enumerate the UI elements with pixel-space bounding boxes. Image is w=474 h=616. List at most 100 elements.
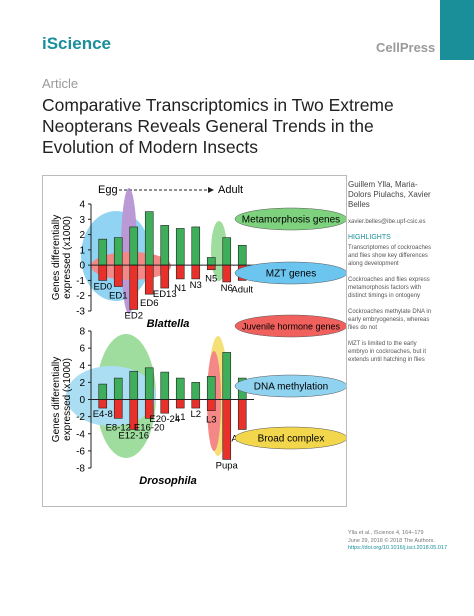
graphical-abstract: Egg Adult 4 3 2 1 0 -1 -2 -3 Genes differentiall…	[42, 175, 348, 507]
bar	[237, 399, 247, 430]
citation-block: Ylla et al., iScience 4, 164–179 June 29…	[348, 530, 448, 553]
bar	[160, 225, 170, 266]
y-tick-label: -4	[76, 429, 85, 440]
category-label: N1	[174, 283, 186, 294]
title: Comparative Transcriptomics in Two Extre…	[42, 95, 394, 157]
email: xavier.belles@ibe.upf-csic.es	[348, 219, 426, 225]
timeline-start: Egg	[98, 184, 118, 196]
doi[interactable]: https://doi.org/10.1016/j.isci.2018.05.0…	[348, 545, 448, 551]
category-label: Pupa	[216, 460, 239, 471]
category-label: Adult	[231, 284, 253, 295]
y-axis-label: Genes differentially	[51, 357, 62, 442]
y-tick-label: 3	[79, 215, 85, 226]
panel-name: Drosophila	[139, 475, 196, 487]
category-label: ED6	[140, 298, 158, 309]
bar	[237, 244, 247, 266]
bar	[98, 238, 108, 266]
bar	[222, 352, 232, 400]
category-label: E12-16	[118, 430, 149, 441]
category-label: L1	[175, 412, 186, 423]
y-tick-label: -2	[76, 291, 85, 302]
category-label: E16-20	[134, 422, 165, 433]
y-axis-label: expressed (x1000)	[62, 216, 73, 299]
timeline-end: Adult	[218, 184, 243, 196]
annotation-label: DNA methylation	[254, 382, 328, 393]
bar	[222, 399, 232, 460]
highlight: Cockroaches methylate DNA in early embry…	[348, 309, 432, 331]
bar	[206, 376, 216, 400]
category-label: N5	[205, 274, 217, 285]
annotation-label: MZT genes	[266, 269, 316, 280]
bar	[113, 377, 123, 400]
category-label: L3	[206, 415, 217, 426]
y-tick-label: 4	[79, 361, 85, 372]
category-label: E20-24	[149, 414, 180, 425]
category-label: E8-12	[106, 422, 131, 433]
bar	[129, 226, 139, 266]
bar	[144, 367, 154, 400]
bar	[175, 399, 185, 409]
category-label: N6	[221, 283, 233, 294]
bar	[98, 264, 108, 281]
y-tick-label: 4	[79, 200, 85, 211]
y-tick-label: 2	[79, 378, 85, 389]
category-label: E4-8	[93, 409, 113, 420]
accent-stripe	[440, 0, 474, 60]
bar	[129, 264, 139, 310]
bar	[191, 264, 201, 280]
bar	[191, 399, 201, 409]
article-type: Article	[42, 76, 79, 91]
y-tick-label: 1	[79, 245, 85, 256]
y-tick-label: -3	[76, 307, 85, 318]
journal-name: iScience	[42, 34, 111, 53]
highlight: MZT is limited to the early embryo in co…	[348, 341, 427, 363]
bar	[191, 382, 201, 400]
authors: Guillem Ylla, Maria-Dolors Piulachs, Xav…	[348, 180, 431, 209]
bar	[160, 371, 170, 400]
category-label: ED1	[109, 291, 127, 302]
category-label: ED0	[94, 281, 112, 292]
y-tick-label: -1	[76, 276, 85, 287]
sidebar: Guillem Ylla, Maria-Dolors Piulachs, Xav…	[348, 180, 436, 372]
bar	[144, 211, 154, 266]
citation: Ylla et al., iScience 4, 164–179 June 29…	[348, 530, 435, 544]
bar	[160, 264, 170, 289]
highlight: Cockroaches and flies express metamorpho…	[348, 277, 430, 299]
y-tick-label: -6	[76, 446, 85, 457]
y-tick-label: -8	[76, 464, 85, 475]
category-label: L2	[190, 409, 201, 420]
annotation-label: Broad complex	[258, 434, 325, 445]
bar	[191, 226, 201, 266]
annotation-label: Juvenile hormone genes	[242, 322, 341, 332]
bar	[113, 399, 123, 419]
bar	[222, 237, 232, 266]
highlights: Transcriptomes of cockroaches and flies …	[348, 244, 436, 364]
y-tick-label: 6	[79, 344, 85, 355]
category-label: ED2	[125, 310, 143, 321]
publisher: CellPress	[376, 40, 436, 55]
bar	[113, 264, 123, 287]
y-axis-label: Genes differentially	[51, 215, 62, 300]
bar	[113, 237, 123, 266]
bar	[175, 377, 185, 400]
bar	[98, 399, 108, 409]
y-tick-label: 8	[79, 327, 85, 338]
highlights-heading: HIGHLIGHTS	[348, 234, 391, 241]
highlight: Transcriptomes of cockroaches and flies …	[348, 245, 432, 267]
bar	[175, 228, 185, 266]
bar	[160, 399, 170, 414]
panel-name: Blattella	[147, 318, 190, 330]
bar	[175, 264, 185, 280]
y-axis-label: expressed (x1000)	[62, 358, 73, 441]
bar	[222, 264, 232, 283]
bar	[98, 383, 108, 400]
y-tick-label: 0	[79, 261, 85, 272]
category-label: ED13	[153, 289, 177, 300]
bar	[129, 370, 139, 400]
annotation-label: Metamorphosis genes	[242, 215, 340, 226]
y-tick-label: 2	[79, 230, 85, 241]
y-tick-label: -2	[76, 412, 85, 423]
category-label: N3	[190, 280, 202, 291]
bar	[206, 264, 216, 271]
